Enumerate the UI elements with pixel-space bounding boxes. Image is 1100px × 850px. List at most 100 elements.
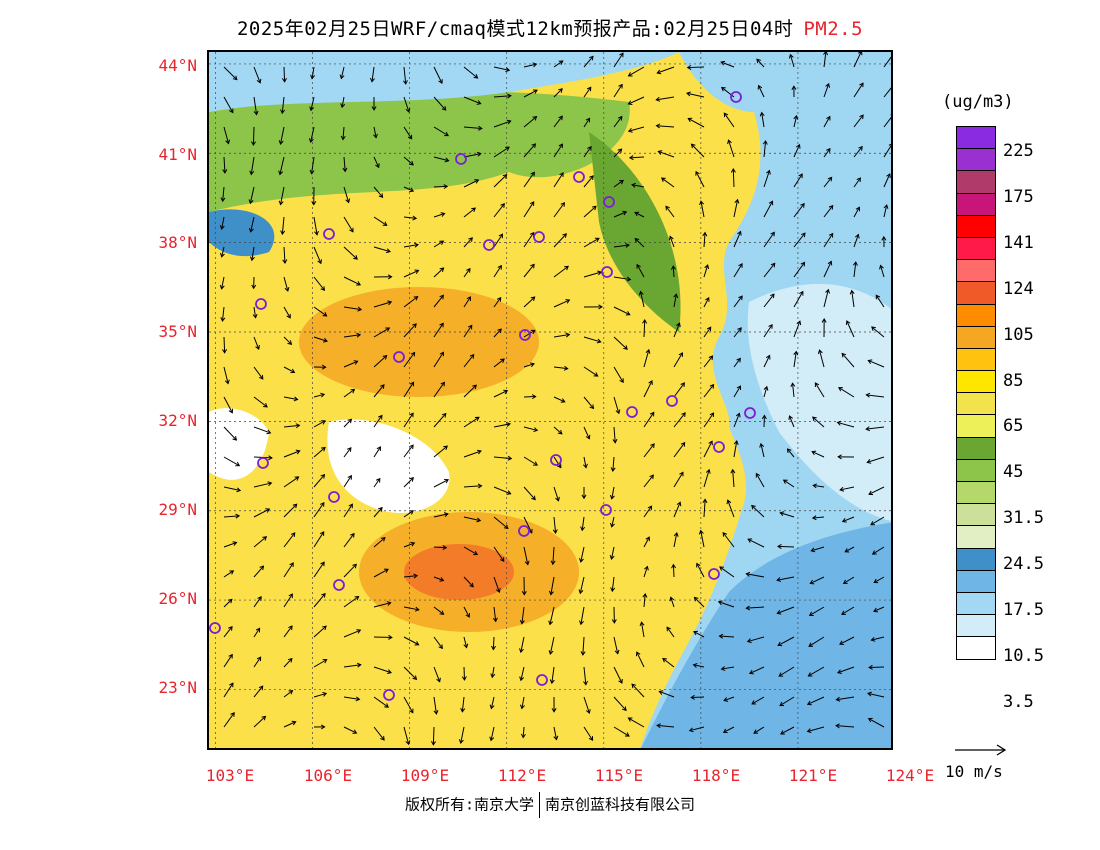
wind-vector (523, 232, 535, 248)
wind-vector-head (291, 720, 297, 726)
city-marker (550, 454, 562, 466)
wind-vector (643, 412, 655, 428)
wind-vector-head (412, 323, 417, 328)
wind-vector-head (553, 735, 559, 741)
legend-value: 225 (1003, 141, 1034, 161)
city-marker (483, 239, 495, 251)
wind-vector (662, 658, 675, 668)
wind-vector-head (841, 518, 847, 523)
wind-vector (403, 666, 417, 680)
wind-vector (313, 336, 328, 342)
wind-vector (463, 516, 481, 522)
wind-vector (721, 666, 735, 670)
wind-vector-head (405, 740, 411, 746)
wind-vector (433, 213, 445, 218)
wind-vector-head (656, 69, 662, 75)
wind-vector (793, 203, 805, 218)
wind-vector (463, 636, 468, 648)
lon-label-109: 109°E (400, 766, 450, 785)
wind-vector-head (322, 691, 328, 697)
wind-vector-head (469, 353, 475, 359)
legend-value: 24.5 (1003, 554, 1044, 574)
wind-vector (223, 626, 233, 638)
wind-vector-head (705, 468, 711, 474)
wind-vector-head (386, 248, 391, 254)
wind-vector (493, 146, 510, 158)
wind-vector-head (414, 606, 420, 612)
wind-vector-head (881, 235, 887, 241)
wind-vector (253, 336, 260, 350)
wind-vector-head (612, 438, 618, 444)
wind-vector (373, 327, 390, 338)
wind-vector (763, 324, 773, 338)
wind-vector (553, 516, 557, 534)
wind-vector (823, 261, 832, 278)
wind-vector-head (506, 119, 512, 125)
wind-vector (883, 116, 891, 128)
wind-vector-head (290, 368, 296, 374)
wind-vector-head (776, 609, 782, 615)
wind-vector-head (717, 600, 723, 606)
wind-vector (763, 355, 771, 368)
wind-vector-head (256, 656, 262, 662)
wind-vector-head (563, 365, 569, 371)
wind-vector-head (821, 318, 827, 323)
wind-vector (883, 87, 891, 98)
legend-value: 175 (1003, 187, 1034, 207)
wind-vector-head (492, 617, 498, 623)
wind-vector-head (413, 573, 419, 579)
wind-vector (641, 622, 645, 638)
city-marker (328, 491, 340, 503)
wind-vector (718, 601, 735, 608)
wind-vector (613, 396, 620, 414)
wind-vector (580, 606, 585, 625)
wind-vector-head (314, 230, 319, 236)
wind-vector (760, 443, 765, 458)
wind-vector-head (232, 541, 238, 546)
lon-label-106: 106°E (303, 766, 353, 785)
legend-value: 10.5 (1003, 646, 1044, 666)
legend-value: 45 (1003, 462, 1024, 482)
company-name: 南京创蓝科技有限公司 (545, 795, 696, 814)
wind-vector (523, 363, 535, 368)
wind-vector (643, 505, 652, 518)
wind-vector-head (610, 522, 615, 528)
wind-vector-head (519, 619, 525, 625)
wind-vector-head (439, 351, 445, 357)
wind-vector-head (286, 313, 291, 319)
wind-vector-head (382, 354, 388, 360)
wind-vector-head (852, 261, 858, 266)
wind-vector (612, 456, 615, 472)
wind-vector-head (496, 296, 502, 302)
wind-vector-head (657, 150, 663, 155)
wind-vector-head (763, 385, 769, 391)
wind-vector (523, 516, 533, 534)
wind-vector (553, 60, 564, 68)
wind-vector-head (255, 627, 261, 633)
wind-vector-head (649, 474, 654, 480)
wind-vector (493, 233, 503, 248)
wind-vector-head (837, 454, 842, 460)
wind-vector (780, 726, 795, 735)
pm25-map[interactable] (207, 50, 893, 750)
wind-vector (523, 264, 535, 278)
wind-vector-head (258, 374, 264, 380)
wind-vector (661, 177, 675, 188)
wind-vector (777, 606, 795, 614)
city-marker (573, 171, 585, 183)
wind-vector (841, 353, 855, 368)
wind-vector-head (436, 677, 441, 683)
wind-vector-head (369, 77, 375, 83)
wind-vector (523, 201, 535, 218)
wind-vector-head (414, 269, 420, 274)
wind-vector-head (751, 700, 757, 705)
wind-vector-head (380, 735, 385, 741)
wind-vector-head (686, 64, 692, 70)
wind-vector (433, 240, 444, 248)
wind-vector (223, 515, 240, 518)
wind-vector (250, 156, 255, 175)
wind-vector-head (439, 577, 445, 582)
wind-vector (222, 186, 225, 202)
wind-vector (281, 96, 285, 114)
wind-vector (343, 418, 352, 428)
